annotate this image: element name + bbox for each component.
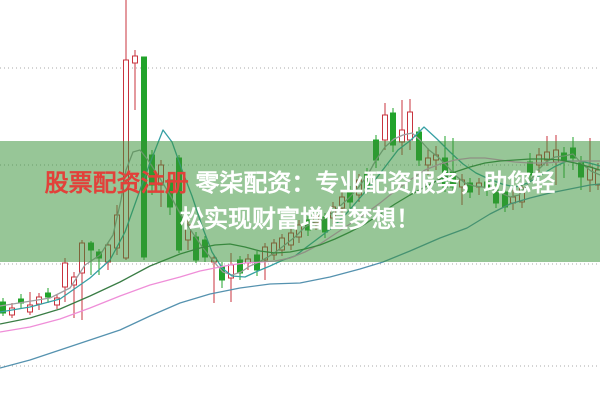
candle-up: [62, 262, 68, 288]
banner-title: 股票配资注册 零柒配资：专业配资服务，助您轻: [0, 166, 600, 202]
candle-up: [27, 304, 33, 313]
banner-subtitle: 松实现财富增值梦想！: [180, 205, 420, 233]
candle-up: [382, 114, 388, 141]
candle-up: [407, 111, 413, 141]
candle-up: [9, 307, 15, 316]
banner-title-rest: 零柒配资：专业配资服务，助您轻: [188, 169, 556, 197]
candle-down: [0, 301, 6, 314]
candle-up: [132, 55, 138, 64]
candle-down: [45, 292, 51, 298]
candle-up: [54, 297, 60, 306]
banner-keyword: 股票配资注册: [44, 169, 189, 197]
promo-banner-overlay: 股票配资注册 零柒配资：专业配资服务，助您轻 松实现财富增值梦想！: [0, 141, 600, 262]
